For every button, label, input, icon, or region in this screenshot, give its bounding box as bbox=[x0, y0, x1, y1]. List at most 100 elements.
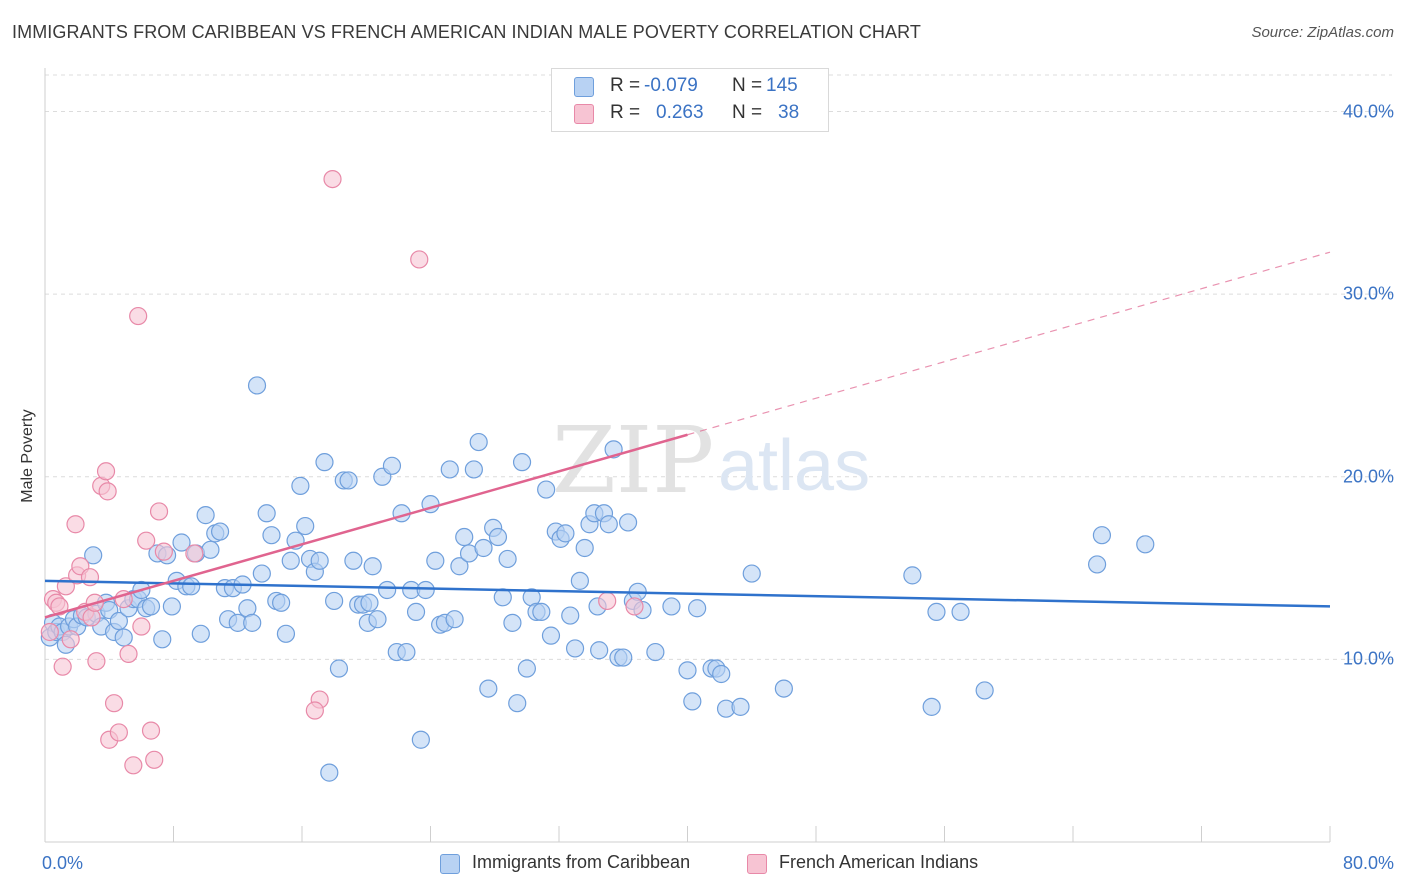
data-point bbox=[474, 538, 493, 558]
data-point bbox=[512, 453, 532, 472]
data-point bbox=[455, 527, 474, 547]
data-point bbox=[129, 306, 148, 326]
trend-line-1 bbox=[44, 433, 688, 619]
data-point bbox=[61, 630, 80, 649]
data-point bbox=[561, 606, 580, 625]
data-point bbox=[903, 566, 922, 585]
y-tick-label: 10.0% bbox=[1342, 648, 1394, 669]
data-point bbox=[172, 533, 191, 552]
data-point bbox=[532, 602, 551, 622]
data-point bbox=[141, 721, 161, 740]
data-point bbox=[137, 531, 156, 550]
data-point bbox=[53, 657, 72, 676]
data-point bbox=[464, 460, 483, 479]
gridlines bbox=[45, 74, 1392, 660]
data-point bbox=[98, 482, 117, 501]
data-point bbox=[479, 679, 498, 698]
data-point bbox=[688, 599, 707, 618]
data-point bbox=[541, 626, 561, 645]
watermark-zip: ZIP bbox=[552, 407, 714, 514]
data-point bbox=[124, 756, 143, 775]
data-point bbox=[416, 580, 435, 600]
legend-r-label: R = bbox=[610, 102, 641, 123]
data-point bbox=[378, 580, 397, 600]
data-point bbox=[243, 613, 262, 632]
x-tick-label-max: 80.0% bbox=[1342, 853, 1394, 873]
data-point bbox=[149, 502, 169, 521]
data-point bbox=[315, 453, 334, 472]
data-point bbox=[382, 456, 402, 475]
data-point bbox=[556, 524, 575, 543]
data-point bbox=[162, 597, 181, 616]
data-point bbox=[975, 681, 994, 700]
data-point bbox=[252, 564, 271, 583]
y-tick-label: 30.0% bbox=[1342, 283, 1394, 304]
legend-n-label: N = bbox=[732, 75, 763, 96]
data-point bbox=[310, 551, 329, 570]
data-point bbox=[191, 624, 210, 643]
data-point bbox=[132, 617, 151, 636]
watermark: ZIP atlas bbox=[552, 407, 870, 514]
data-point bbox=[503, 613, 522, 632]
data-point bbox=[66, 515, 85, 534]
correlation-legend: R = -0.079 N = 145 R = 0.263 N = 38 bbox=[551, 68, 829, 132]
data-point bbox=[368, 610, 387, 629]
legend-swatch-pink bbox=[747, 854, 767, 874]
data-point bbox=[1092, 526, 1112, 545]
data-point bbox=[618, 513, 638, 532]
axes bbox=[44, 68, 1331, 843]
data-point bbox=[196, 506, 215, 525]
data-point bbox=[153, 630, 172, 649]
data-point bbox=[114, 628, 133, 647]
data-point bbox=[201, 540, 220, 559]
legend-n-label: N = bbox=[732, 102, 763, 123]
y-tick-label: 20.0% bbox=[1342, 466, 1394, 487]
data-point bbox=[410, 250, 429, 269]
legend-swatch-blue bbox=[574, 77, 594, 97]
data-point bbox=[598, 591, 617, 611]
data-point bbox=[537, 480, 556, 499]
legend-swatch-pink bbox=[574, 104, 594, 124]
data-point bbox=[411, 730, 430, 749]
legend-r-label: R = bbox=[610, 75, 641, 96]
legend-r-value: 0.263 bbox=[656, 102, 704, 123]
data-point bbox=[104, 694, 124, 713]
data-point bbox=[488, 527, 508, 547]
y-tick-label: 40.0% bbox=[1342, 101, 1394, 122]
data-point bbox=[922, 697, 941, 716]
data-point bbox=[590, 641, 609, 660]
data-point bbox=[360, 593, 379, 612]
trend-lines bbox=[44, 251, 1331, 619]
data-point bbox=[109, 611, 128, 631]
data-point bbox=[281, 551, 300, 570]
data-point bbox=[406, 602, 426, 622]
data-point bbox=[774, 679, 793, 698]
data-point bbox=[625, 597, 644, 616]
data-point bbox=[50, 597, 69, 616]
data-point bbox=[344, 551, 363, 570]
data-point bbox=[575, 538, 594, 558]
data-point bbox=[498, 549, 517, 569]
legend-label-caribbean: Immigrants from Caribbean bbox=[472, 852, 691, 872]
data-point bbox=[87, 652, 106, 671]
watermark-atlas: atlas bbox=[718, 426, 870, 506]
data-point bbox=[84, 546, 103, 565]
data-point bbox=[646, 642, 665, 662]
data-point bbox=[145, 750, 164, 769]
data-point bbox=[339, 471, 358, 490]
data-point bbox=[182, 577, 201, 596]
data-point bbox=[210, 522, 230, 541]
data-point bbox=[185, 544, 204, 563]
legend-label-french-american-indians: French American Indians bbox=[779, 852, 979, 872]
chart-source: Source: ZipAtlas.com bbox=[1251, 24, 1394, 41]
data-point bbox=[257, 504, 276, 523]
trend-line-extension-1 bbox=[687, 251, 1331, 436]
legend-swatch-blue bbox=[440, 854, 460, 874]
data-point bbox=[363, 557, 382, 576]
data-point bbox=[683, 692, 702, 711]
data-point bbox=[1087, 555, 1107, 574]
legend-n-value: 145 bbox=[766, 75, 798, 96]
data-point bbox=[440, 460, 459, 479]
data-point bbox=[927, 602, 946, 622]
